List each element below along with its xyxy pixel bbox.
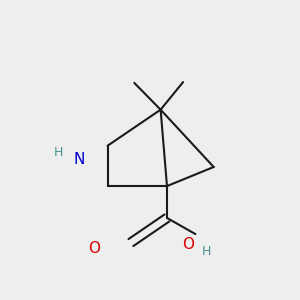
Text: N: N — [74, 152, 85, 167]
Text: H: H — [54, 146, 63, 159]
Text: O: O — [88, 241, 100, 256]
Text: O: O — [182, 237, 194, 252]
Text: H: H — [202, 245, 211, 258]
